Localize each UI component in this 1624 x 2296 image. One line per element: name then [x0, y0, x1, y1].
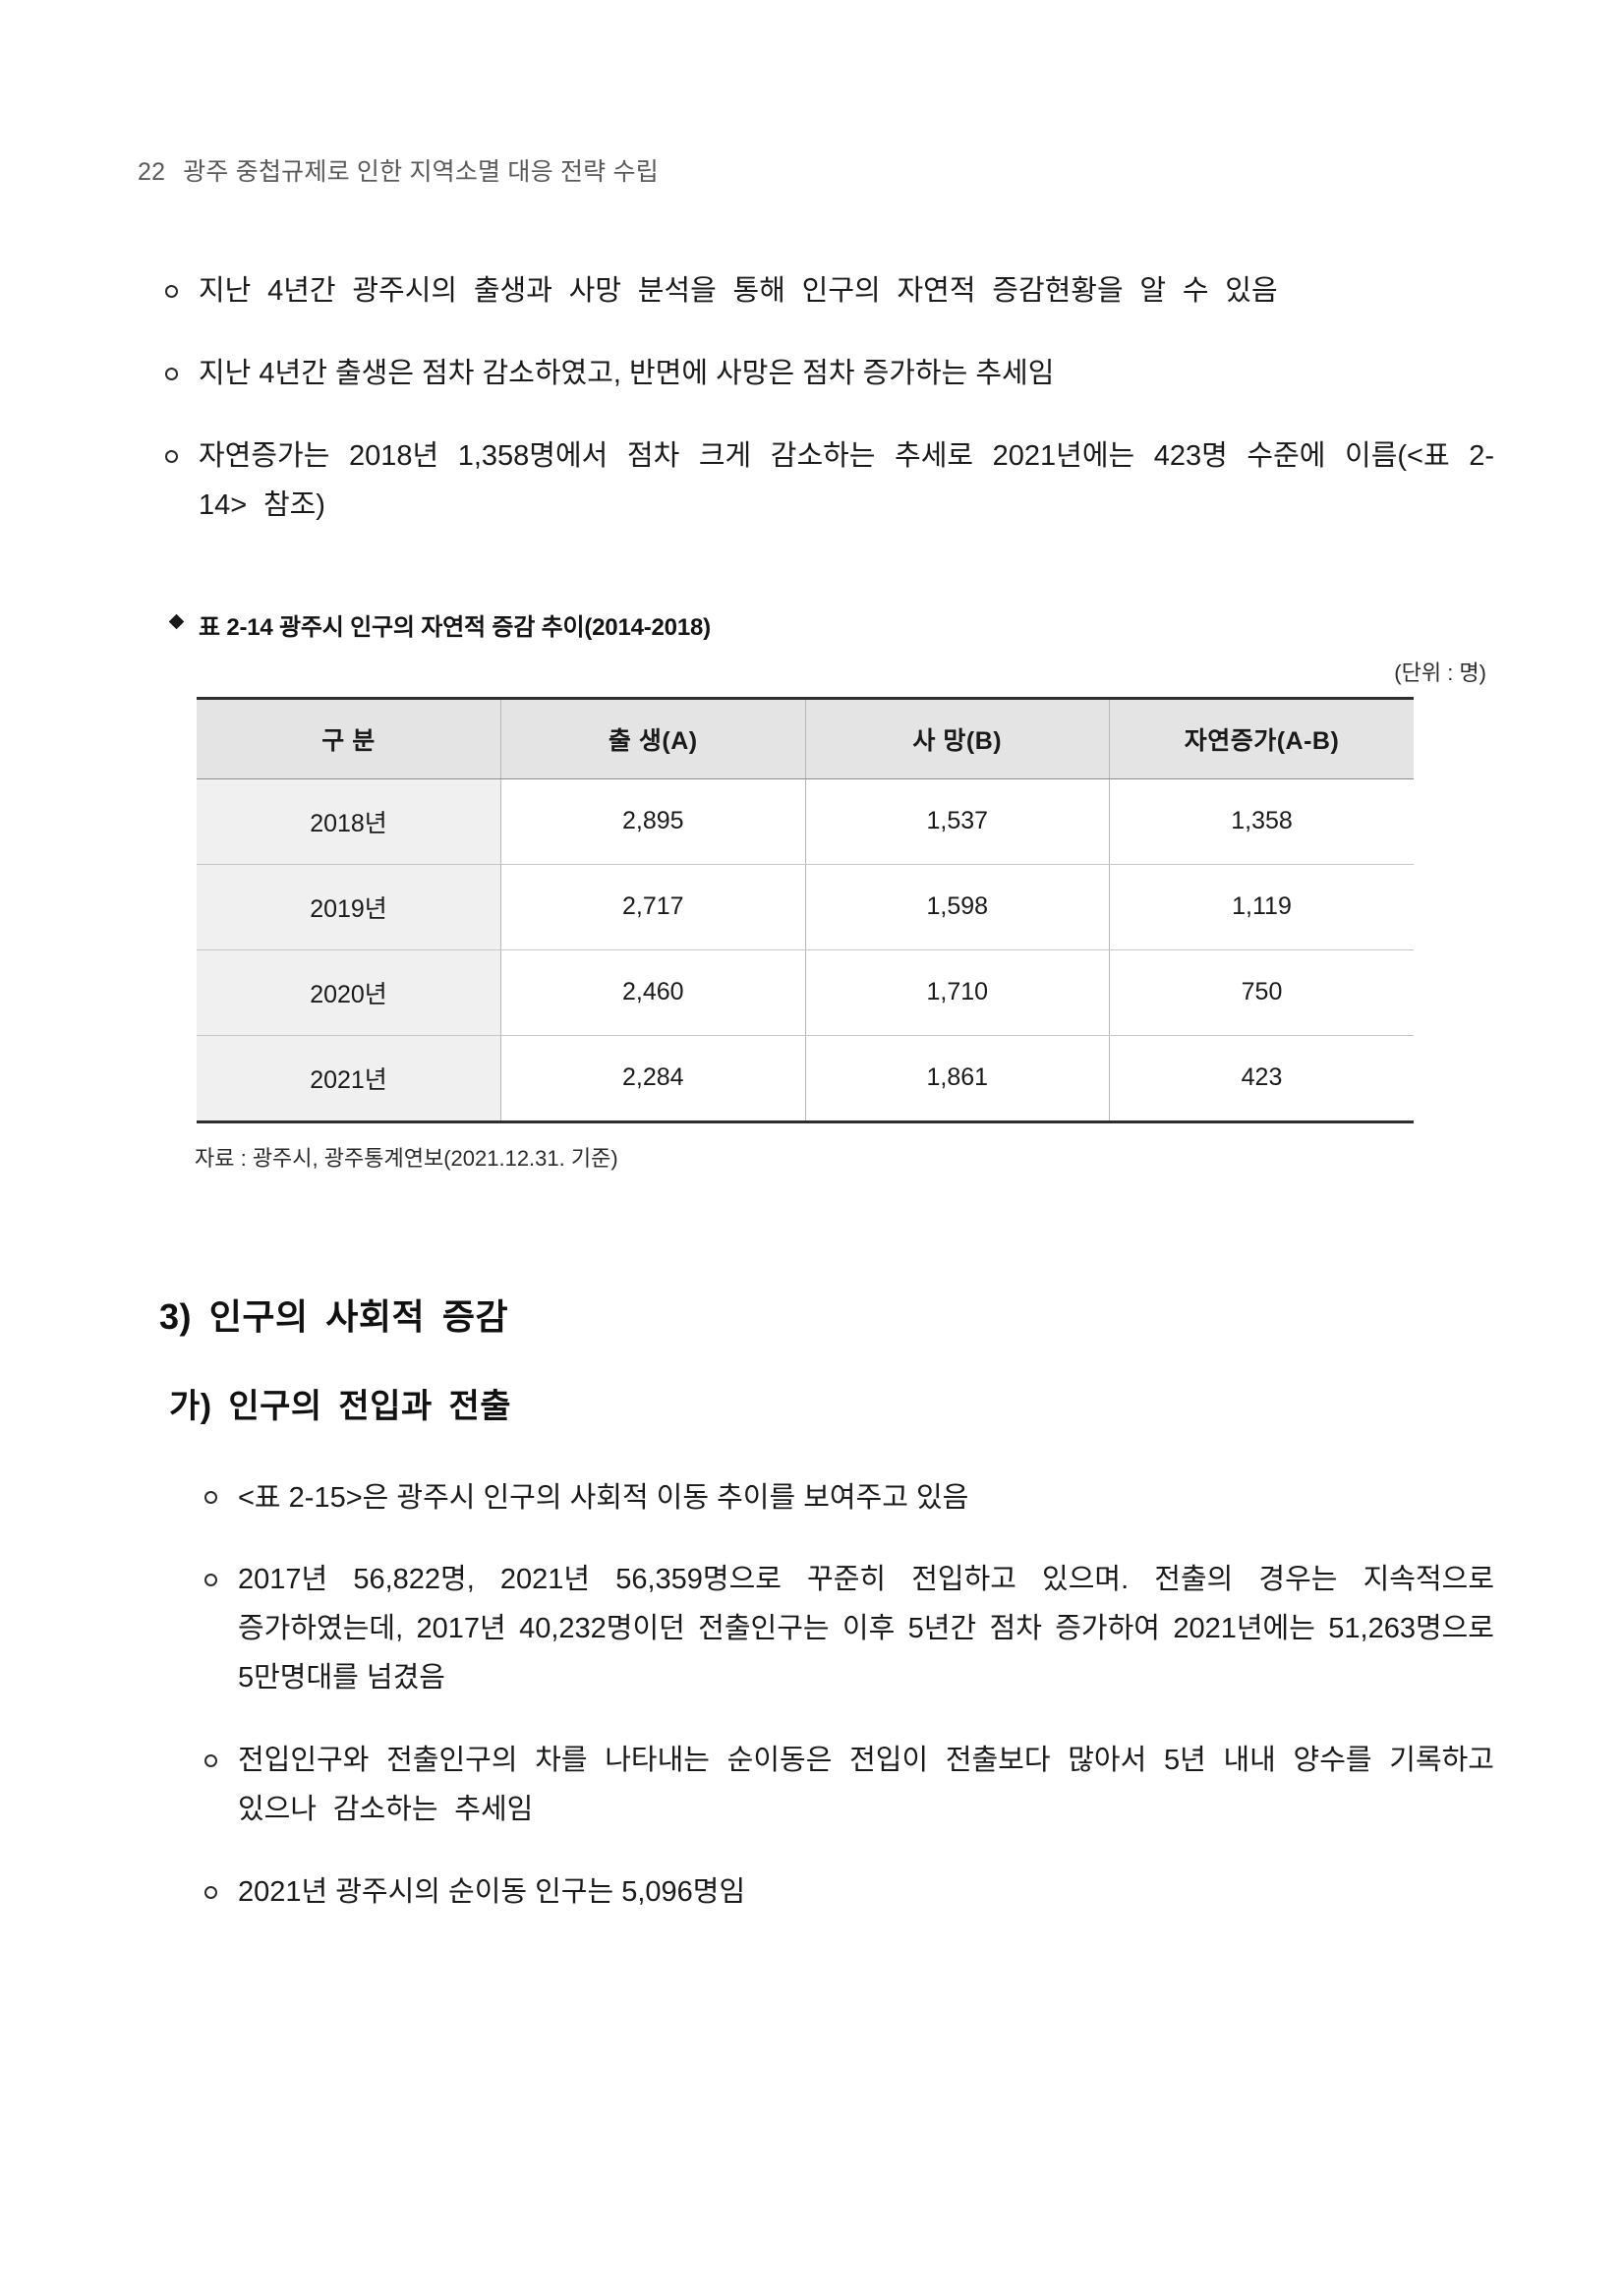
- cell-year: 2019년: [197, 864, 501, 950]
- bullet-item: 2021년 광주시의 순이동 인구는 5,096명임: [138, 1868, 1494, 1918]
- table-caption: 표 2-14 광주시 인구의 자연적 증감 추이(2014-2018): [138, 607, 1494, 642]
- natural-increase-table: 구 분 출 생(A) 사 망(B) 자연증가(A-B) 2018년 2,895 …: [197, 696, 1414, 1123]
- bullet-text: 지난 4년간 광주시의 출생과 사망 분석을 통해 인구의 자연적 증감현황을 …: [199, 275, 1278, 307]
- table-row: 2019년 2,717 1,598 1,119: [197, 864, 1414, 950]
- page-content: 지난 4년간 광주시의 출생과 사망 분석을 통해 인구의 자연적 증감현황을 …: [138, 267, 1494, 1951]
- table-header-row: 구 분 출 생(A) 사 망(B) 자연증가(A-B): [197, 696, 1414, 779]
- table-caption-text: 표 2-14 광주시 인구의 자연적 증감 추이(2014-2018): [199, 613, 711, 641]
- table-row: 2020년 2,460 1,710 750: [197, 949, 1414, 1036]
- circle-bullet-icon: [204, 1885, 217, 1899]
- cell-natural-increase: 1,358: [1109, 778, 1414, 865]
- bullet-item: 지난 4년간 광주시의 출생과 사망 분석을 통해 인구의 자연적 증감현황을 …: [138, 267, 1494, 316]
- running-header: 22 광주 중첩규제로 인한 지역소멸 대응 전략 수립: [138, 152, 659, 188]
- column-header-deaths: 사 망(B): [804, 696, 1110, 779]
- table-unit-label: (단위 : 명): [1394, 660, 1486, 685]
- column-header-category: 구 분: [197, 696, 501, 779]
- cell-year: 2018년: [197, 778, 501, 865]
- cell-natural-increase: 423: [1109, 1035, 1414, 1123]
- table-head: 구 분 출 생(A) 사 망(B) 자연증가(A-B): [197, 696, 1414, 779]
- cell-births: 2,895: [500, 778, 806, 865]
- page-number: 22: [138, 158, 166, 186]
- bullet-text: 2021년 광주시의 순이동 인구는 5,096명임: [238, 1875, 746, 1908]
- cell-natural-increase: 1,119: [1109, 864, 1414, 950]
- cell-deaths: 1,537: [804, 778, 1110, 865]
- table-block: 표 2-14 광주시 인구의 자연적 증감 추이(2014-2018) (단위 …: [138, 607, 1494, 1173]
- circle-bullet-icon: [165, 284, 178, 298]
- cell-births: 2,460: [500, 949, 806, 1036]
- section-subheading: 가) 인구의 전입과 전출: [169, 1387, 512, 1425]
- bullet-text: 지난 4년간 출생은 점차 감소하였고, 반면에 사망은 점차 증가하는 추세임: [199, 357, 1055, 389]
- bullet-item: 2017년 56,822명, 2021년 56,359명으로 꾸준히 전입하고 …: [138, 1556, 1494, 1703]
- bullet-text: 자연증가는 2018년 1,358명에서 점차 크게 감소하는 추세로 2021…: [199, 439, 1494, 521]
- table-row: 2018년 2,895 1,537 1,358: [197, 778, 1414, 865]
- cell-deaths: 1,710: [804, 949, 1110, 1036]
- bullet-item: 지난 4년간 출생은 점차 감소하였고, 반면에 사망은 점차 증가하는 추세임: [138, 350, 1494, 399]
- diamond-bullet-icon: [168, 613, 185, 629]
- bullet-text: 2017년 56,822명, 2021년 56,359명으로 꾸준히 전입하고 …: [238, 1564, 1494, 1694]
- column-header-births: 출 생(A): [500, 696, 806, 779]
- column-header-natural-increase: 자연증가(A-B): [1109, 696, 1414, 779]
- bullet-text: 전입인구와 전출인구의 차를 나타내는 순이동은 전입이 전출보다 많아서 5년…: [238, 1745, 1494, 1825]
- cell-deaths: 1,598: [804, 864, 1110, 950]
- circle-bullet-icon: [204, 1491, 217, 1505]
- table-row: 2021년 2,284 1,861 423: [197, 1035, 1414, 1123]
- bullet-item: 전입인구와 전출인구의 차를 나타내는 순이동은 전입이 전출보다 많아서 5년…: [138, 1737, 1494, 1835]
- bullet-item: 자연증가는 2018년 1,358명에서 점차 크게 감소하는 추세로 2021…: [138, 432, 1494, 531]
- circle-bullet-icon: [204, 1753, 217, 1767]
- bullet-item: <표 2-15>은 광주시 인구의 사회적 이동 추이를 보여주고 있음: [138, 1474, 1494, 1523]
- circle-bullet-icon: [165, 449, 178, 463]
- cell-natural-increase: 750: [1109, 949, 1414, 1036]
- section-heading: 3) 인구의 사회적 증감: [159, 1295, 509, 1337]
- cell-year: 2021년: [197, 1035, 501, 1123]
- cell-births: 2,717: [500, 864, 806, 950]
- cell-deaths: 1,861: [804, 1035, 1110, 1123]
- table-source-note: 자료 : 광주시, 광주통계연보(2021.12.31. 기준): [195, 1145, 618, 1171]
- bullet-text: <표 2-15>은 광주시 인구의 사회적 이동 추이를 보여주고 있음: [238, 1481, 969, 1514]
- circle-bullet-icon: [204, 1574, 217, 1587]
- cell-year: 2020년: [197, 949, 501, 1036]
- table-body: 2018년 2,895 1,537 1,358 2019년 2,717 1,59…: [197, 778, 1414, 1123]
- cell-births: 2,284: [500, 1035, 806, 1123]
- header-title: 광주 중첩규제로 인한 지역소멸 대응 전략 수립: [183, 158, 659, 186]
- circle-bullet-icon: [165, 367, 178, 380]
